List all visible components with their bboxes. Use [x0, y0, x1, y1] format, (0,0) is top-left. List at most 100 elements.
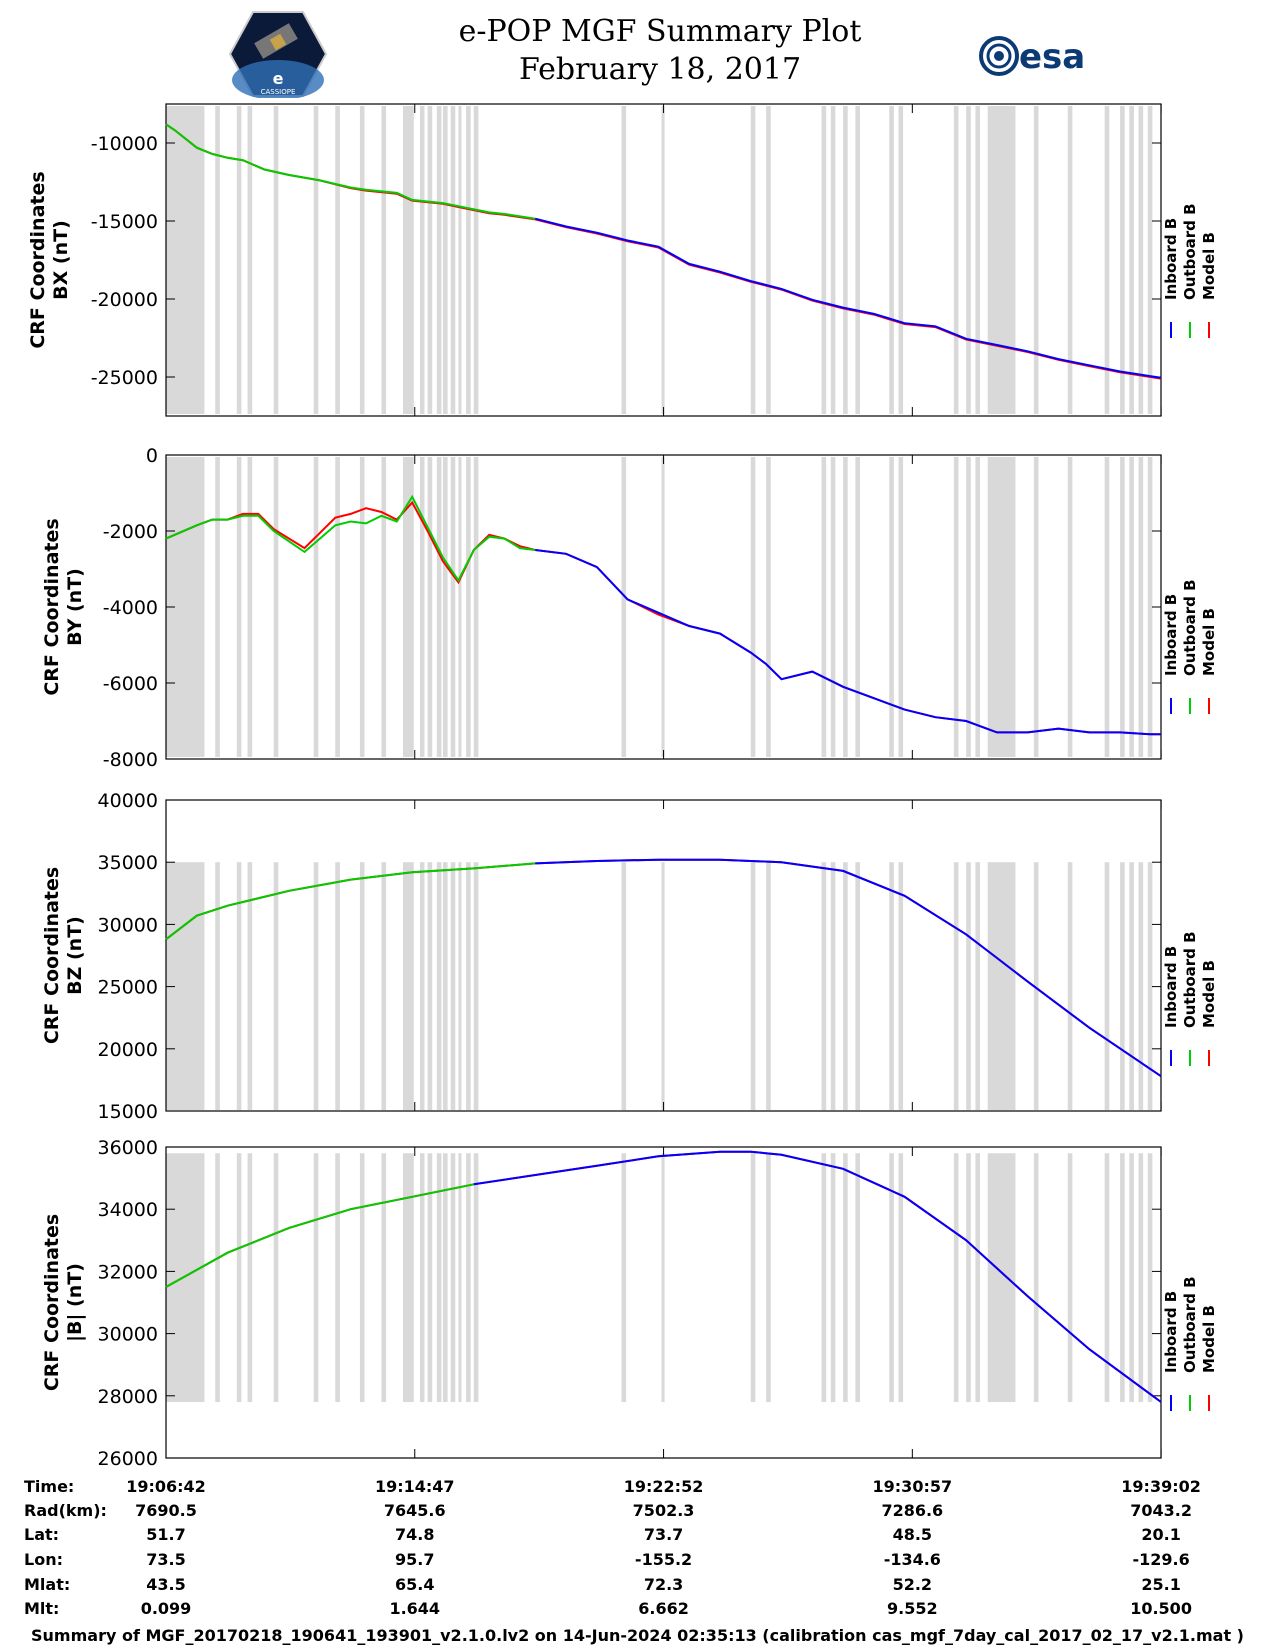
gap-band — [236, 862, 242, 1110]
panel-3: 40000 35000 30000 25000 20000 15000 CRF Coordi… — [41, 790, 1218, 1123]
series-outboard-b — [165, 494, 536, 583]
gap-band — [1120, 106, 1125, 414]
gap-band — [1033, 862, 1039, 1110]
gap-band — [313, 457, 319, 757]
gap-band — [436, 1153, 442, 1403]
gap-band — [987, 457, 1016, 757]
gap-band — [458, 1153, 462, 1403]
gap-band — [442, 862, 448, 1110]
gap-band — [1129, 862, 1134, 1110]
gap-band — [313, 1153, 319, 1403]
gap-band — [843, 1153, 848, 1403]
gap-band — [1147, 862, 1153, 1110]
gap-band — [402, 1153, 414, 1403]
gap-band — [359, 1153, 365, 1403]
gap-band — [466, 106, 471, 414]
y-tick-label: 36000 — [98, 1137, 158, 1159]
gap-band — [436, 457, 442, 757]
gap-band — [975, 106, 981, 414]
y-tick-label: 26000 — [98, 1448, 158, 1470]
gap-band — [381, 1153, 387, 1403]
ephemeris-row-label: Rad(km): — [24, 1501, 107, 1520]
gap-band — [830, 106, 836, 414]
gap-band — [1129, 457, 1134, 757]
gap-band — [335, 1153, 340, 1403]
y-tick-label: -8000 — [103, 749, 158, 771]
y-tick-label: 34000 — [98, 1199, 158, 1221]
gap-band — [419, 106, 425, 414]
gap-band — [313, 862, 319, 1110]
gap-band — [966, 106, 971, 414]
ephemeris-cell: -129.6 — [1132, 1550, 1189, 1569]
ephemeris-cell: 95.7 — [395, 1550, 434, 1569]
series-inboard-b — [473, 1150, 1162, 1403]
gap-band — [953, 1153, 959, 1403]
gap-band — [975, 457, 981, 757]
gap-band — [335, 106, 340, 414]
y-tick-label: 20000 — [98, 1039, 158, 1061]
gap-band — [1138, 106, 1144, 414]
gap-band — [987, 1153, 1016, 1403]
gap-band — [821, 106, 827, 414]
gap-band — [1104, 1153, 1110, 1403]
gap-band — [458, 106, 462, 414]
gap-band — [898, 1153, 904, 1403]
gap-band — [1067, 1153, 1073, 1403]
y-tick-label: 15000 — [98, 1101, 158, 1123]
gap-band — [889, 1153, 894, 1403]
ephemeris-cell: 19:30:57 — [873, 1477, 953, 1496]
ephemeris-cell: 73.7 — [644, 1525, 683, 1544]
left-logo-caption: CASSIOPE — [261, 88, 296, 96]
gap-band — [215, 1153, 220, 1403]
ephemeris-cell: 52.2 — [893, 1575, 932, 1594]
ephemeris-cell: 19:39:02 — [1121, 1477, 1201, 1496]
gap-band — [966, 457, 971, 757]
gap-band — [1104, 106, 1110, 414]
gap-band — [1120, 1153, 1125, 1403]
gap-band — [1104, 862, 1110, 1110]
ephemeris-cell: 48.5 — [893, 1525, 932, 1544]
ephemeris-row-label: Lat: — [24, 1525, 59, 1544]
gap-band — [750, 106, 756, 414]
gap-band — [335, 862, 340, 1110]
gap-band — [953, 862, 959, 1110]
gap-band — [766, 862, 771, 1110]
legend-label: Model B — [1200, 608, 1218, 676]
ephemeris-cell: 0.099 — [141, 1599, 192, 1618]
gap-band — [821, 1153, 827, 1403]
esa-logo-text: esa — [1019, 37, 1085, 77]
y-axis-label-line2: BX (nT) — [50, 220, 72, 300]
gap-band — [855, 862, 861, 1110]
ephemeris-cell: -134.6 — [884, 1550, 941, 1569]
gap-band — [313, 106, 319, 414]
gap-band — [402, 457, 414, 757]
ephemeris-row-label: Mlat: — [24, 1575, 70, 1594]
gap-band — [1138, 457, 1144, 757]
gap-band — [1147, 457, 1153, 757]
y-axis-label-line1: CRF Coordinates — [27, 171, 49, 348]
gap-band — [766, 457, 771, 757]
gap-band — [359, 862, 365, 1110]
legend-label: Inboard B — [1162, 594, 1180, 676]
gap-band — [273, 106, 279, 414]
y-tick-label: 30000 — [98, 1324, 158, 1346]
gap-band — [166, 1153, 205, 1403]
gap-band — [750, 1153, 756, 1403]
gap-band — [442, 457, 448, 757]
gap-band — [166, 106, 205, 414]
y-axis-label-line2: BY (nT) — [64, 568, 86, 646]
gap-band — [1033, 1153, 1039, 1403]
legend-label: Inboard B — [1162, 218, 1180, 300]
ephemeris-cell: 9.552 — [887, 1599, 938, 1618]
gap-band — [1067, 862, 1073, 1110]
legend-label: Inboard B — [1162, 946, 1180, 1028]
series-outboard-b — [165, 862, 536, 941]
ephemeris-cell: 1.644 — [389, 1599, 440, 1618]
ephemeris-cell: 7286.6 — [881, 1501, 943, 1520]
gap-band — [458, 457, 462, 757]
gap-band — [473, 862, 479, 1110]
panel-2: 0 -2000 -4000 -6000 -8000 CRF Coordinates BY (… — [41, 445, 1218, 771]
gap-band — [402, 106, 414, 414]
gap-band — [473, 1153, 479, 1403]
legend-label: Model B — [1200, 960, 1218, 1028]
